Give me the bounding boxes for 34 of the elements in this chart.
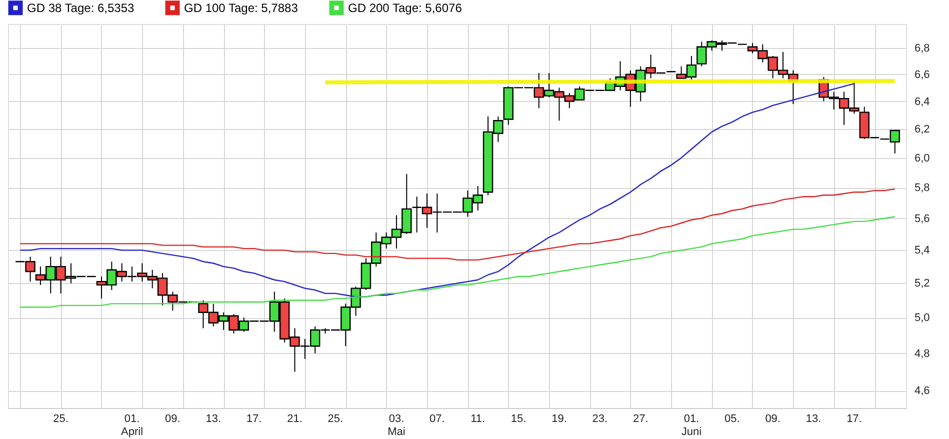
x-tick-label: 05. <box>724 413 740 425</box>
x-tick-label: 25. <box>53 413 68 425</box>
y-tick-label: 5,4 <box>914 244 930 257</box>
y-tick-label: 5,0 <box>914 312 930 324</box>
x-tick-label: 09. <box>165 413 180 425</box>
y-tick-label: 5,2 <box>914 278 930 290</box>
y-tick-label: 5,6 <box>914 212 930 225</box>
x-tick-label: 17. <box>846 413 862 425</box>
x-tick-label: 07. <box>430 413 445 425</box>
x-tick-label: 27. <box>632 413 648 425</box>
x-tick-label: 03. Mai <box>388 413 406 438</box>
x-tick-label: 17. <box>246 413 262 425</box>
x-tick-label: 13. <box>806 413 822 425</box>
x-tick-label: 01. Juni <box>681 413 702 438</box>
x-tick-label: 13. <box>206 413 222 425</box>
x-tick-label: 21. <box>287 413 302 425</box>
legend-label: GD 100 Tage: 5,7883 <box>184 0 298 15</box>
y-tick-label: 4,8 <box>914 348 930 360</box>
x-tick-label: 23. <box>592 413 608 425</box>
legend-label: GD 38 Tage: 6,5353 <box>27 0 135 15</box>
x-tick-label: 19. <box>552 413 567 425</box>
y-tick-label: 5,8 <box>914 182 930 194</box>
y-tick-label: 4,6 <box>914 385 930 398</box>
y-tick-label: 6,4 <box>914 96 930 108</box>
x-tick-label: 25. <box>328 413 344 425</box>
x-tick-label: 15. <box>510 413 526 425</box>
x-tick-label: 11. <box>470 413 486 425</box>
y-tick-label: 6,0 <box>914 152 930 164</box>
y-tick-label: 6,6 <box>914 68 930 81</box>
y-tick-label: 6,8 <box>914 42 930 55</box>
x-tick-label: 01. April <box>121 413 144 438</box>
legend-label: GD 200 Tage: 5,6076 <box>348 0 462 15</box>
x-tick-label: 09. <box>765 413 780 425</box>
y-tick-label: 6,2 <box>914 124 930 136</box>
